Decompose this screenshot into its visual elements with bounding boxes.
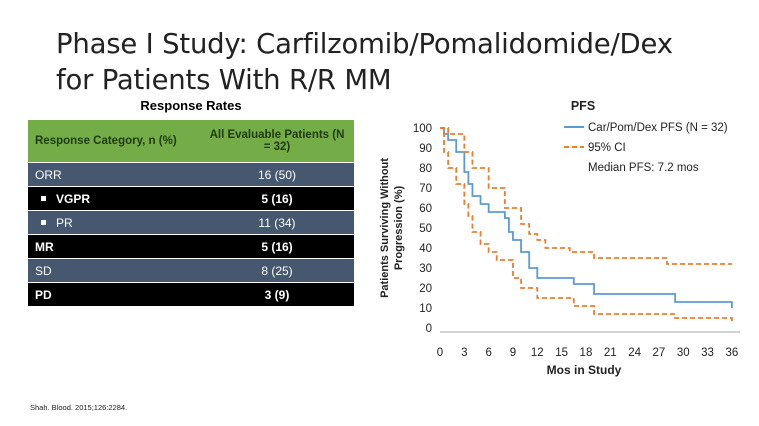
- series-layer: [440, 127, 733, 322]
- y-tick-label: 40: [419, 243, 432, 255]
- table-row: MR 5 (16): [28, 234, 354, 259]
- row-label: VGPR: [56, 191, 91, 206]
- row-value: 3 (9): [200, 282, 354, 306]
- y-tick-label: 50: [419, 223, 432, 235]
- x-axis-label: Mos in Study: [547, 363, 622, 377]
- x-tick-label: 21: [604, 347, 617, 359]
- x-tick-label: 24: [628, 347, 641, 359]
- row-label: MR: [35, 239, 54, 254]
- row-label-cell: SD: [28, 258, 200, 283]
- header-response-category: Response Category, n (%): [28, 120, 200, 163]
- x-tick-label: 30: [677, 347, 690, 359]
- table-header-row: Response Category, n (%) All Evaluable P…: [28, 120, 354, 163]
- row-label: SD: [35, 263, 52, 278]
- y-tick-label: 30: [419, 263, 432, 275]
- row-label: PR: [56, 215, 73, 230]
- row-label-cell: ORR: [28, 162, 200, 187]
- bullet-icon: [41, 219, 46, 225]
- row-label-cell: PD: [28, 282, 200, 306]
- legend-label-pfs: Car/Pom/Dex PFS (N = 32): [588, 122, 728, 134]
- table-row: VGPR 5 (16): [28, 186, 354, 211]
- ci-line-2: [440, 127, 733, 322]
- slide-title-line2: for Patients With R/R MM: [56, 64, 392, 96]
- chart-title: PFS: [571, 99, 595, 113]
- footnote: Shah. Blood. 2015;126:2284.: [30, 403, 128, 412]
- x-tick-label: 12: [531, 347, 544, 359]
- x-tick-label: 3: [461, 347, 467, 359]
- table-row: PR 11 (34): [28, 210, 354, 235]
- row-label: ORR: [35, 167, 62, 182]
- header-all-evaluable: All Evaluable Patients (N = 32): [200, 120, 354, 163]
- response-rates-table: Response Category, n (%) All Evaluable P…: [28, 120, 354, 306]
- x-tick-label: 0: [437, 347, 443, 359]
- bullet-icon: [41, 195, 46, 201]
- row-value: 16 (50): [200, 162, 354, 187]
- x-tick-label: 6: [485, 347, 491, 359]
- row-value: 11 (34): [200, 210, 354, 235]
- y-tick-label: 100: [413, 123, 432, 135]
- ci-line-1: [440, 127, 732, 265]
- x-tick-label: 9: [510, 347, 516, 359]
- y-tick-label: 90: [419, 143, 432, 155]
- x-tick-label: 33: [701, 347, 714, 359]
- x-tick-label: 36: [725, 347, 738, 359]
- legend: Car/Pom/Dex PFS (N = 32) 95% CI Median PFS…: [564, 122, 728, 174]
- y-axis-label: Patients Surviving Without Progression (%…: [379, 158, 405, 298]
- pfs-line: [440, 127, 733, 308]
- y-tick-label: 10: [419, 303, 432, 315]
- row-label-cell: MR: [28, 234, 200, 259]
- slide-title: Phase I Study: Carfilzomib/Pomalidomide/…: [56, 26, 746, 98]
- table-row: SD 8 (25): [28, 258, 354, 283]
- axes: 0 3 6 9 12 15 18 21 24 27 30 33 36010203040506070809…: [379, 123, 740, 359]
- row-label-cell: VGPR: [28, 186, 200, 211]
- x-tick-label: 18: [580, 347, 593, 359]
- x-tick-label: 27: [653, 347, 666, 359]
- row-value: 8 (25): [200, 258, 354, 283]
- y-tick-label: 20: [419, 283, 432, 295]
- table-row: ORR 16 (50): [28, 162, 354, 187]
- row-value: 5 (16): [200, 186, 354, 211]
- median-pfs-annotation: Median PFS: 7.2 mos: [588, 162, 699, 174]
- table-body: ORR 16 (50) VGPR 5 (16) PR 11 (34) MR 5 (16) SD 8…: [28, 162, 354, 306]
- y-tick-label: 60: [419, 203, 432, 215]
- slide-title-line1: Phase I Study: Carfilzomib/Pomalidomide/…: [56, 28, 673, 60]
- y-tick-label: 80: [419, 163, 432, 175]
- row-value: 5 (16): [200, 234, 354, 259]
- y-tick-label: 0: [426, 323, 432, 335]
- table-title: Response Rates: [140, 98, 242, 113]
- table-row: PD 3 (9): [28, 282, 354, 306]
- row-label-cell: PR: [28, 210, 200, 235]
- y-tick-label: 70: [419, 183, 432, 195]
- legend-label-ci: 95% CI: [588, 142, 626, 154]
- pfs-chart: PFS Mos in Study 0 3 6 9 12 15 18 21 24 27 30 33 360…: [379, 99, 740, 377]
- row-label: PD: [35, 287, 52, 302]
- x-tick-label: 15: [555, 347, 568, 359]
